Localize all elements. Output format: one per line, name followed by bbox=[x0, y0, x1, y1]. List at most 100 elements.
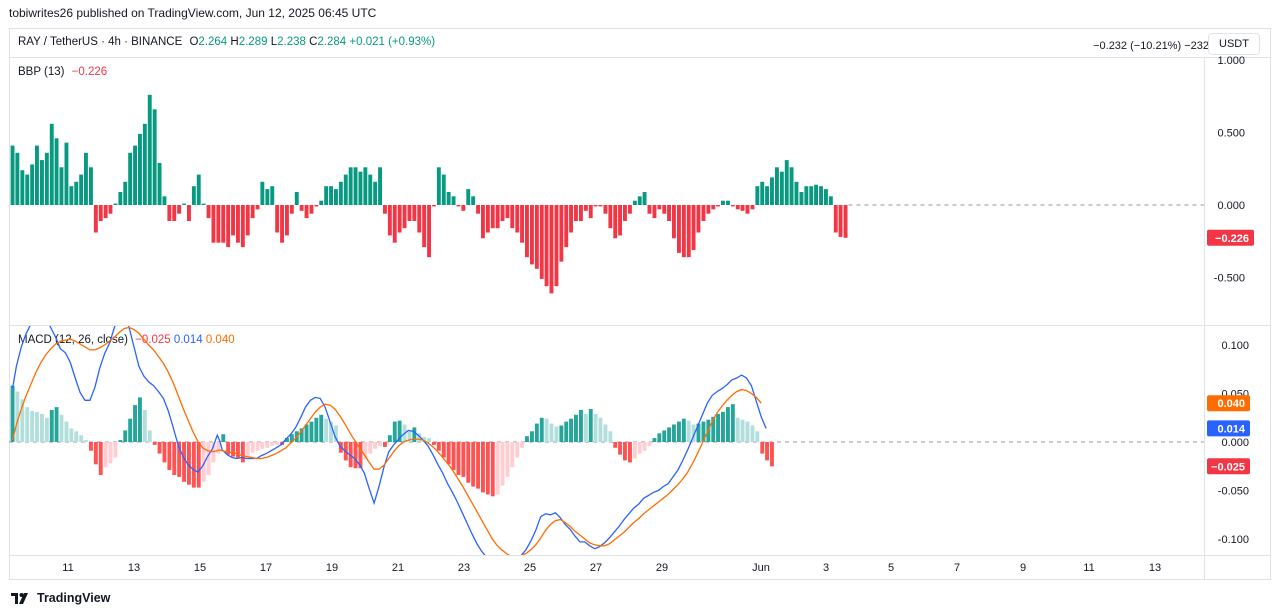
bbp-bar bbox=[672, 205, 676, 239]
macd-histogram-bar bbox=[740, 419, 745, 442]
bbp-bar bbox=[245, 205, 250, 236]
low-value: 2.238 bbox=[277, 36, 306, 48]
bbp-bar bbox=[226, 205, 231, 248]
bbp-bar bbox=[348, 167, 353, 205]
macd-last-value-text: 0.014 bbox=[1217, 423, 1245, 435]
macd-last-value-badge bbox=[1207, 420, 1250, 437]
macd-histogram-bar bbox=[20, 399, 25, 442]
bbp-bar bbox=[25, 174, 30, 205]
bbp-bar bbox=[779, 171, 784, 205]
bbp-bar bbox=[485, 205, 490, 233]
high-label: H bbox=[230, 36, 239, 48]
open-value: 2.264 bbox=[198, 36, 228, 48]
macd-histogram-bar bbox=[471, 442, 476, 487]
bbp-bar bbox=[373, 181, 378, 205]
bbp-bar bbox=[255, 205, 260, 210]
bbp-bar bbox=[172, 205, 177, 221]
bbp-bar bbox=[686, 205, 691, 258]
bbp-bar bbox=[221, 205, 226, 243]
open-label: O bbox=[189, 36, 199, 48]
macd-histogram-bar bbox=[549, 423, 554, 442]
bbp-bar bbox=[549, 205, 554, 294]
macd-histogram-bar bbox=[245, 442, 250, 458]
bbp-bar bbox=[187, 205, 191, 221]
bbp-bar bbox=[603, 205, 608, 214]
macd-histogram-bar bbox=[378, 442, 382, 446]
macd-histogram-bar bbox=[711, 416, 716, 442]
bbp-bar bbox=[133, 145, 137, 205]
chart-frame bbox=[9, 28, 1271, 580]
macd-histogram-bar bbox=[515, 442, 520, 458]
bbp-bar bbox=[167, 205, 172, 221]
bbp-bar bbox=[819, 186, 823, 205]
bbp-bar bbox=[422, 205, 427, 248]
bbp-bar bbox=[128, 152, 133, 205]
bbp-bar bbox=[804, 186, 809, 205]
bbp-bar bbox=[735, 205, 740, 210]
bbp-bar bbox=[843, 205, 848, 238]
macd-histogram-bar bbox=[314, 417, 319, 443]
bbp-bar bbox=[770, 177, 774, 205]
macd-histogram-bar bbox=[93, 442, 98, 465]
macd-histogram-bar bbox=[397, 420, 402, 442]
macd-histogram-bar bbox=[162, 442, 167, 463]
bbp-bar bbox=[745, 205, 750, 214]
macd-histogram-bar bbox=[500, 442, 505, 486]
time-axis-tick: 11 bbox=[1083, 562, 1094, 574]
macd-histogram-bar bbox=[123, 430, 128, 442]
macd-histogram-bar bbox=[147, 430, 152, 442]
bbp-bar bbox=[299, 205, 304, 211]
bbp-bar bbox=[196, 174, 201, 205]
macd-histogram-bar bbox=[265, 442, 270, 448]
macd-line bbox=[11, 326, 767, 555]
bbp-bar bbox=[608, 205, 613, 229]
bbp-bar bbox=[118, 192, 123, 205]
bbp-bar bbox=[334, 189, 338, 205]
macd-histogram-bar bbox=[588, 409, 593, 442]
bbp-bar bbox=[726, 200, 730, 205]
macd-histogram-bar bbox=[172, 442, 177, 475]
macd-histogram-bar bbox=[539, 417, 544, 443]
bbp-bar bbox=[93, 205, 98, 233]
bbp-bar bbox=[319, 200, 324, 205]
bbp-bar bbox=[588, 205, 593, 219]
macd-histogram-bar bbox=[138, 397, 142, 442]
bbp-bar bbox=[721, 200, 725, 205]
bbp-bar bbox=[98, 205, 103, 221]
macd-histogram-bar bbox=[691, 424, 696, 442]
macd-plot bbox=[9, 326, 1204, 555]
bbp-bar bbox=[510, 205, 515, 229]
bbp-bar bbox=[378, 167, 382, 205]
macd-histogram-bar bbox=[451, 442, 456, 471]
bbp-bar bbox=[618, 205, 622, 236]
macd-histogram-bar bbox=[319, 414, 324, 442]
macd-histogram-bar bbox=[745, 421, 750, 442]
bbp-legend-title[interactable]: BBP (13) bbox=[18, 66, 65, 78]
macd-histogram-bar bbox=[613, 442, 618, 448]
symbol-name[interactable]: RAY / TetherUS · 4h · BINANCE bbox=[18, 36, 183, 48]
macd-histogram-bar bbox=[755, 431, 760, 442]
macd-histogram-bar bbox=[481, 442, 485, 493]
macd-histogram-bar bbox=[412, 427, 417, 442]
bbp-bar bbox=[397, 205, 402, 233]
macd-y-tick: 0.100 bbox=[1221, 340, 1249, 352]
time-axis-tick: 19 bbox=[326, 562, 338, 574]
macd-histogram-bar bbox=[490, 442, 495, 497]
macd-histogram-bar bbox=[417, 433, 422, 442]
bbp-bar bbox=[54, 138, 59, 205]
bbp-bars bbox=[10, 94, 848, 294]
bbp-bar bbox=[368, 174, 373, 205]
macd-histogram-bar bbox=[353, 442, 358, 469]
time-axis-tick: 17 bbox=[260, 562, 272, 574]
bbp-bar bbox=[481, 205, 485, 239]
macd-histogram-bar bbox=[726, 407, 730, 442]
currency-button[interactable]: USDT bbox=[1208, 33, 1260, 55]
macd-histogram-bar bbox=[98, 442, 103, 475]
bbp-bar bbox=[579, 205, 583, 221]
macd-histogram-bar bbox=[309, 421, 314, 442]
bbp-bar bbox=[613, 205, 618, 239]
macd-y-tick: -0.100 bbox=[1218, 534, 1249, 546]
symbol-legend: RAY / TetherUS · 4h · BINANCE O2.264 H 2.… bbox=[18, 36, 435, 48]
bbp-bar bbox=[177, 205, 182, 214]
